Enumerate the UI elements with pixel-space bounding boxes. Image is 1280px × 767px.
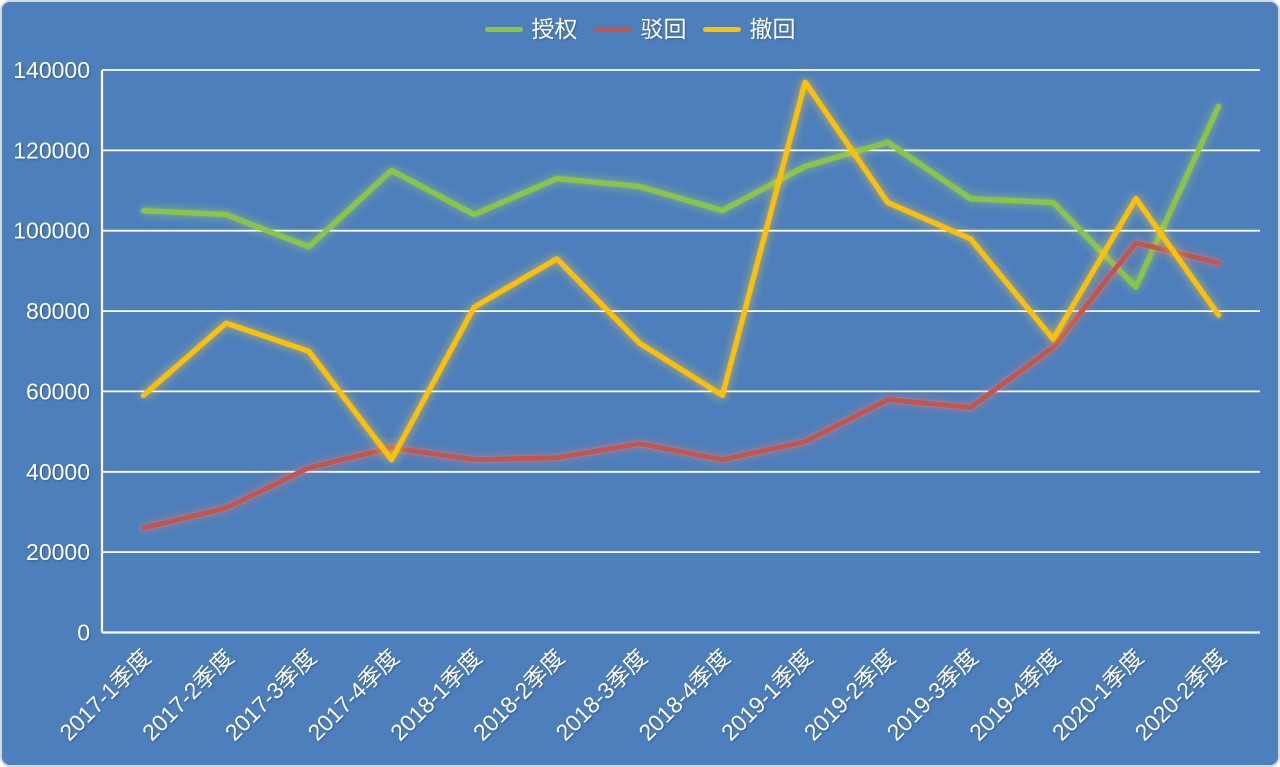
legend-swatch-granted [484,27,523,32]
y-axis-label: 60000 [26,378,90,404]
legend-item-withdrawn: 撤回 [702,16,796,42]
legend-label: 撤回 [749,16,796,42]
legend-item-rejected: 驳回 [593,16,687,42]
y-axis-label: 0 [77,620,90,646]
legend-label: 授权 [531,16,578,42]
series-line-withdrawn [140,79,1222,463]
series-line-granted [140,103,1222,290]
legend-swatch-rejected [593,27,632,32]
series-lines [140,79,1222,531]
legend: 授权 驳回 撤回 [2,18,1278,41]
x-axis-labels: 2017-1季度2017-2季度2017-3季度2017-4季度2018-1季度… [54,644,1231,746]
y-axis-label: 80000 [26,298,90,324]
y-axis-label: 140000 [13,57,90,83]
y-axis-label: 40000 [26,459,90,485]
legend-item-granted: 授权 [484,16,578,42]
y-axis-label: 20000 [26,539,90,565]
series-line-rejected [140,240,1222,531]
legend-label: 驳回 [640,16,687,42]
legend-swatch-withdrawn [702,27,741,32]
y-axis-labels: 0 20000 40000 60000 80000 100000 120000 140000 [13,57,90,646]
y-axis-label: 100000 [13,218,90,244]
gridlines [102,69,1260,634]
y-axis-label: 120000 [13,137,90,163]
